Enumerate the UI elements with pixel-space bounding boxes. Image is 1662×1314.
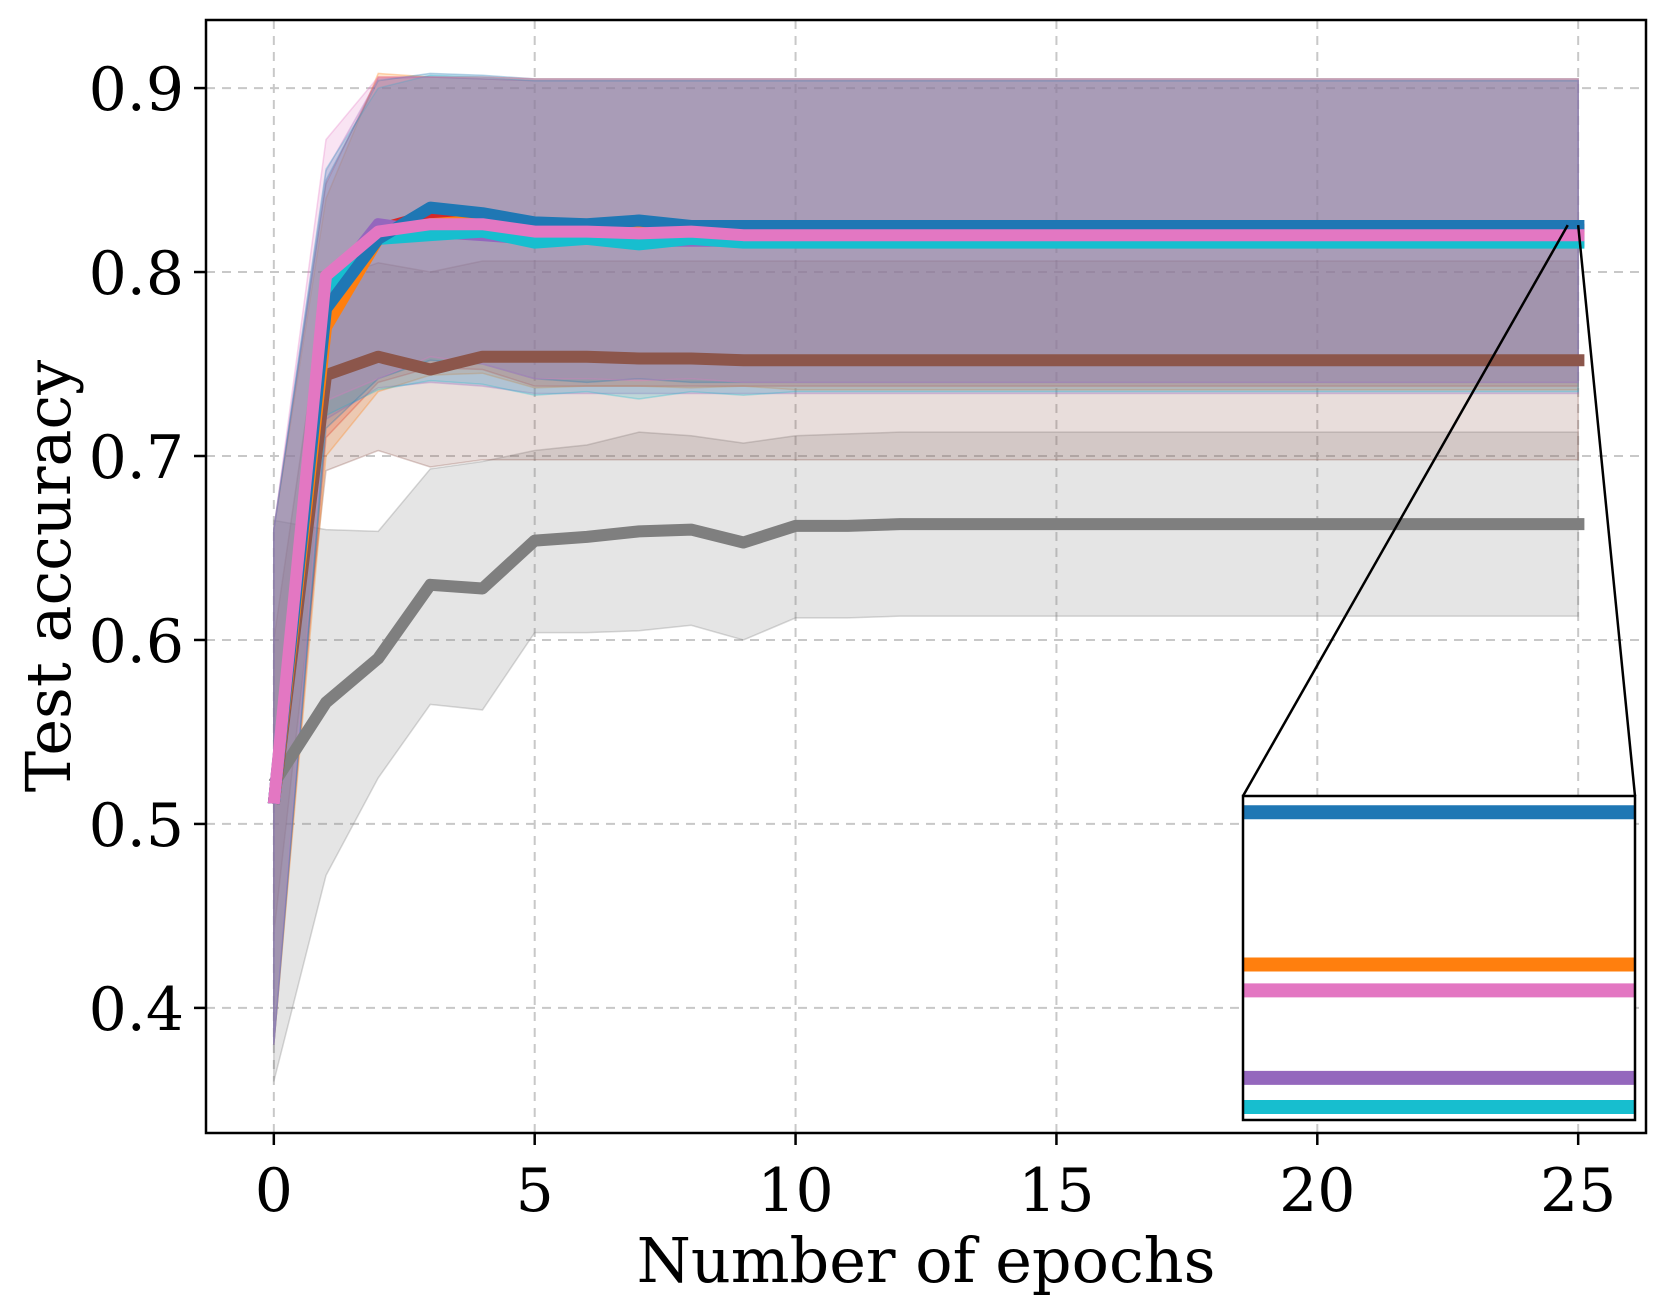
band-series-0 [273, 431, 1579, 1082]
y-axis-label: Test accuracy [12, 360, 85, 792]
x-tick-label-4: 20 [1279, 1156, 1355, 1226]
x-tick-label-1: 5 [516, 1156, 554, 1226]
band-series-1 [273, 260, 1579, 935]
x-tick-label-2: 10 [757, 1156, 833, 1226]
series-lines [267, 201, 1585, 805]
y-tick-label-4: 0.8 [89, 239, 184, 309]
x-tick-label-3: 15 [1018, 1156, 1094, 1226]
zoom-connector [1241, 224, 1637, 797]
inset-zoom [1241, 794, 1637, 1122]
y-tick-label-1: 0.5 [89, 791, 184, 861]
line-series-0 [268, 518, 1585, 787]
grid-lines [206, 20, 1646, 1133]
line-series-7 [267, 218, 1585, 805]
axis-ticks: 0 5 10 15 20 25 0.4 0.5 0.6 0.7 0.8 0.9 [89, 55, 1617, 1226]
y-tick-label-0: 0.4 [89, 975, 184, 1045]
zoom-connector-left [1241, 224, 1569, 797]
y-tick-label-3: 0.7 [89, 423, 184, 493]
band-series-3 [273, 72, 1579, 1045]
inset-frame [1241, 794, 1637, 1122]
x-tick-label-0: 0 [255, 1156, 293, 1226]
y-tick-label-2: 0.6 [89, 607, 184, 677]
band-series-5 [273, 74, 1579, 1045]
zoom-connector-right [1576, 224, 1637, 797]
band-series-2 [273, 76, 1579, 1045]
x-axis-label: Number of epochs [637, 1224, 1216, 1297]
y-tick-label-5: 0.9 [89, 55, 184, 125]
confidence-bands [273, 72, 1579, 1082]
line-series-6 [267, 201, 1585, 805]
line-series-1 [267, 350, 1585, 805]
x-tick-label-5: 25 [1540, 1156, 1616, 1226]
band-series-4 [273, 76, 1579, 1045]
band-series-6 [273, 72, 1579, 1045]
line-series-5 [267, 225, 1585, 805]
plot-frame [204, 18, 1648, 1135]
band-series-7 [273, 76, 1579, 1045]
